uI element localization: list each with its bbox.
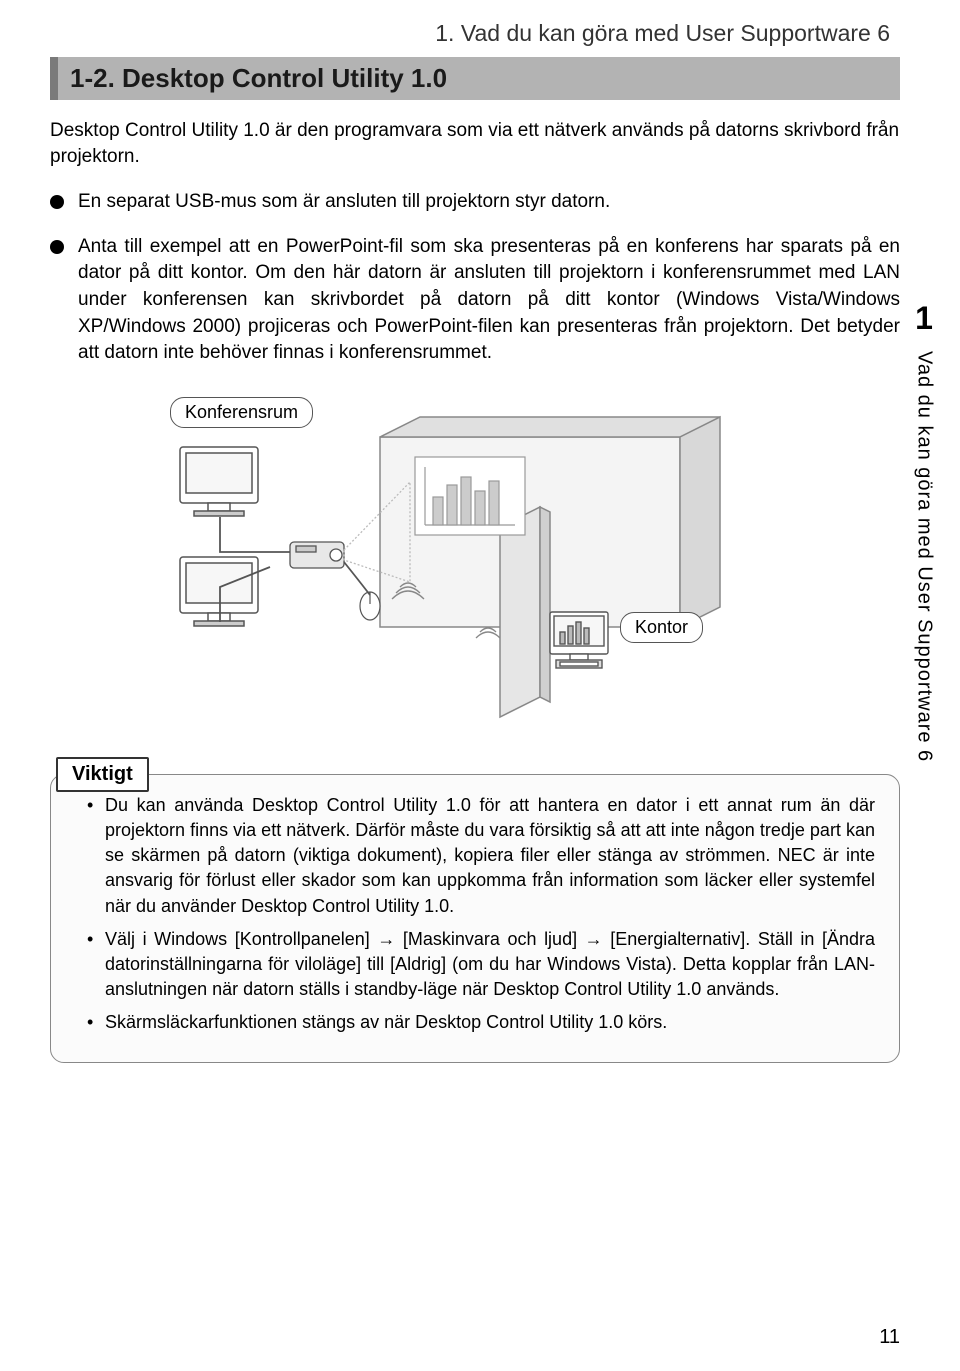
diagram-label-conference: Konferensrum [170, 397, 313, 428]
important-label: Viktigt [56, 757, 149, 792]
important-list: Du kan använda Desktop Control Utility 1… [87, 793, 875, 1036]
diagram-label-office: Kontor [620, 612, 703, 643]
network-diagram: Konferensrum Kontor [120, 387, 800, 737]
important-item: Skärmsläckarfunktionen stängs av när Des… [87, 1010, 875, 1035]
side-chapter-number: 1 [906, 300, 942, 337]
page-container: 1. Vad du kan göra med User Supportware … [0, 0, 960, 1371]
diagram-svg [120, 387, 800, 737]
bullet-item: Anta till exempel att en PowerPoint-fil … [50, 234, 900, 367]
page-top-header: 1. Vad du kan göra med User Supportware … [50, 20, 900, 47]
intro-paragraph: Desktop Control Utility 1.0 är den progr… [50, 118, 900, 169]
important-item: Välj i Windows [Kontrollpanelen] → [Mask… [87, 927, 875, 1003]
feature-bullets: En separat USB-mus som är ansluten till … [50, 189, 900, 367]
side-tab: 1 Vad du kan göra med User Supportware 6 [906, 300, 942, 762]
important-item: Du kan använda Desktop Control Utility 1… [87, 793, 875, 919]
bullet-item: En separat USB-mus som är ansluten till … [50, 189, 900, 216]
side-chapter-title: Vad du kan göra med User Supportware 6 [913, 351, 936, 762]
section-header: 1-2. Desktop Control Utility 1.0 [50, 57, 900, 100]
page-number: 11 [879, 1326, 900, 1349]
important-box: Du kan använda Desktop Control Utility 1… [50, 774, 900, 1063]
